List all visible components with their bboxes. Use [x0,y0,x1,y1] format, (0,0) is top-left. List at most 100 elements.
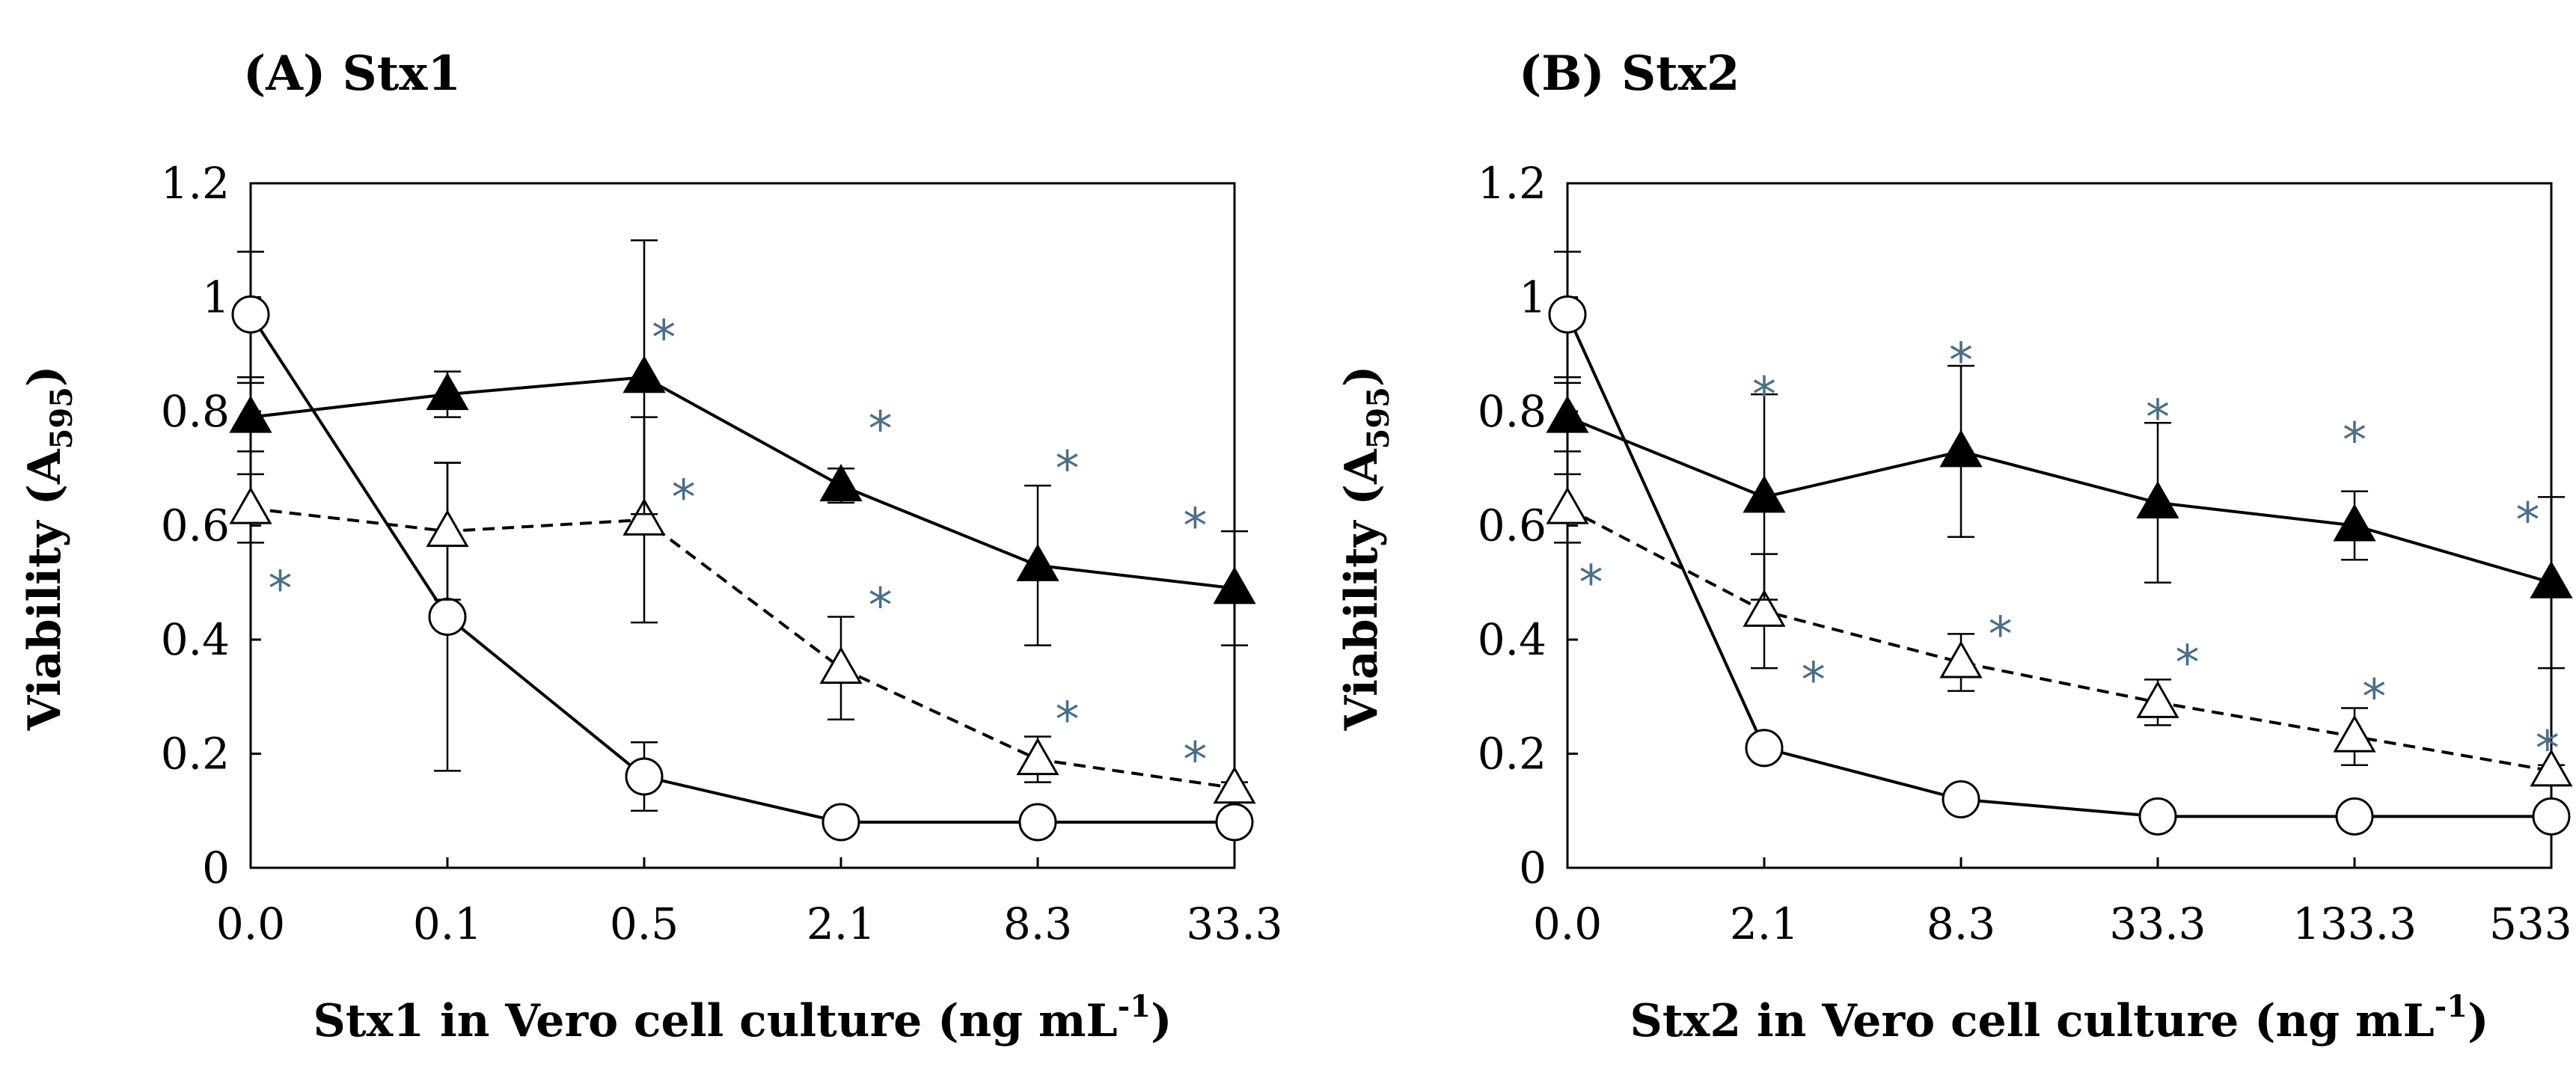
series-line [249,313,1235,824]
y-tick-label: 1 [1519,272,1546,323]
y-tick-label: 0.4 [1478,614,1546,665]
data-point [1018,803,1057,842]
panel-title: (A) Stx1 [243,46,461,102]
data-point [2136,680,2179,718]
data-point [1745,729,1784,768]
x-tick-label: 133.3 [2292,898,2417,949]
significance-asterisk: * [2146,391,2170,446]
data-point [231,295,270,334]
x-axis-label-end: ) [2468,995,2488,1047]
significance-asterisk: * [268,562,292,617]
x-tick-label: 0.1 [413,898,482,949]
significance-asterisk: * [1055,693,1079,748]
data-point [819,646,863,685]
y-axis-label-sub: 595 [44,387,79,450]
significance-asterisk: * [652,310,676,366]
x-axis-label-end: ) [1151,995,1172,1047]
significance-asterisk: * [2515,493,2539,548]
significance-asterisk: * [869,579,893,634]
data-point [2530,749,2573,787]
y-axis-label: Viability (A595) [1336,366,1396,732]
y-tick-label: 0.8 [1478,386,1546,437]
significance-asterisk: * [1989,607,2013,663]
panel-b: (B) Stx2 0 0.2 0.4 0.6 0.8 1 1.2 0.0 2.1 8.3 33.3 13… [1336,46,2576,1047]
series-line [250,376,1235,590]
significance-asterisk: * [1055,442,1079,497]
data-point [2136,480,2179,518]
y-axis-label-sub: 595 [1361,387,1396,450]
data-point [1213,566,1256,604]
plot-frame [249,182,1236,869]
data-point [1548,295,1587,334]
y-axis-label-main: Viability (A [1336,448,1388,731]
y-axis-label: Viability (A595) [19,366,79,732]
x-tick-label: 8.3 [1003,898,1072,949]
y-tick-label: 0.2 [1478,729,1546,780]
x-tick-label: 0.5 [610,898,679,949]
x-axis-label-main: Stx1 in Vero cell culture (ng mL [313,995,1118,1047]
data-point [2532,797,2571,836]
data-point [1546,395,1589,433]
panel-a: (A) Stx1 0 0.2 0.4 0.6 0.8 1 1.2 0.0 0.1 0.5 2.1 8.3… [19,46,1283,1047]
data-point [1016,543,1059,581]
x-tick-label: 2.1 [1730,898,1799,949]
y-tick-label: 0 [202,842,230,893]
y-tick-label: 1 [202,272,230,323]
data-point [1939,640,1983,679]
x-axis-label: Stx2 in Vero cell culture (ng mL-1) [1630,989,2489,1047]
y-tick-label: 0.8 [161,386,230,437]
data-point [1743,589,1786,627]
data-point [2530,560,2573,598]
data-point [622,497,666,536]
significance-asterisk: * [869,402,893,457]
data-point [229,395,272,433]
data-point [1016,738,1059,776]
significance-asterisk: * [2362,670,2386,726]
data-point [2335,797,2374,836]
y-tick-label: 0 [1519,842,1546,893]
series-line [1567,415,2552,584]
data-point [1215,803,1254,842]
series-filled-triangle [1546,364,2573,670]
panel-title: (B) Stx2 [1519,46,1740,102]
significance-asterisk: * [2536,721,2560,777]
significance-asterisk: * [2175,636,2199,691]
data-point [229,486,272,524]
plot-frame [1566,182,2553,869]
data-point [426,373,469,411]
significance-asterisk: * [1802,653,1826,708]
y-axis-label-end: ) [19,366,71,387]
y-tick-label: 0.6 [161,500,230,551]
series-open-triangle [229,416,1256,804]
x-tick-label: 8.3 [1927,898,1995,949]
x-tick-label: 0.0 [216,898,285,949]
data-point [625,757,664,796]
significance-asterisk: * [1752,368,1776,423]
series-line [1567,506,2552,773]
series-line [250,506,1235,790]
data-point [622,355,666,393]
series-open-triangle [1546,473,2573,787]
data-point [1546,486,1589,524]
data-point [1939,429,1983,468]
y-tick-label: 1.2 [161,158,230,209]
data-point [1942,780,1980,818]
data-point [1743,475,1786,513]
data-point [819,464,863,502]
x-tick-label: 33.3 [1186,898,1282,949]
x-axis-label-main: Stx2 in Vero cell culture (ng mL [1630,995,2435,1047]
series-filled-triangle [229,239,1256,646]
x-axis-label-sup: -1 [1118,989,1151,1024]
series-open-circle [231,251,1254,842]
significance-asterisk: * [1579,556,1603,611]
x-tick-label: 2.1 [807,898,875,949]
x-tick-label: 33.3 [2109,898,2206,949]
x-axis-label: Stx1 in Vero cell culture (ng mL-1) [313,989,1172,1047]
y-tick-label: 0.2 [161,729,230,780]
data-point [426,509,469,548]
x-axis-label-sup: -1 [2435,989,2468,1024]
series-open-circle [1548,251,2571,836]
series-line [1566,313,2551,818]
y-tick-label: 1.2 [1478,158,1546,209]
y-tick-label: 0.6 [1478,500,1546,551]
